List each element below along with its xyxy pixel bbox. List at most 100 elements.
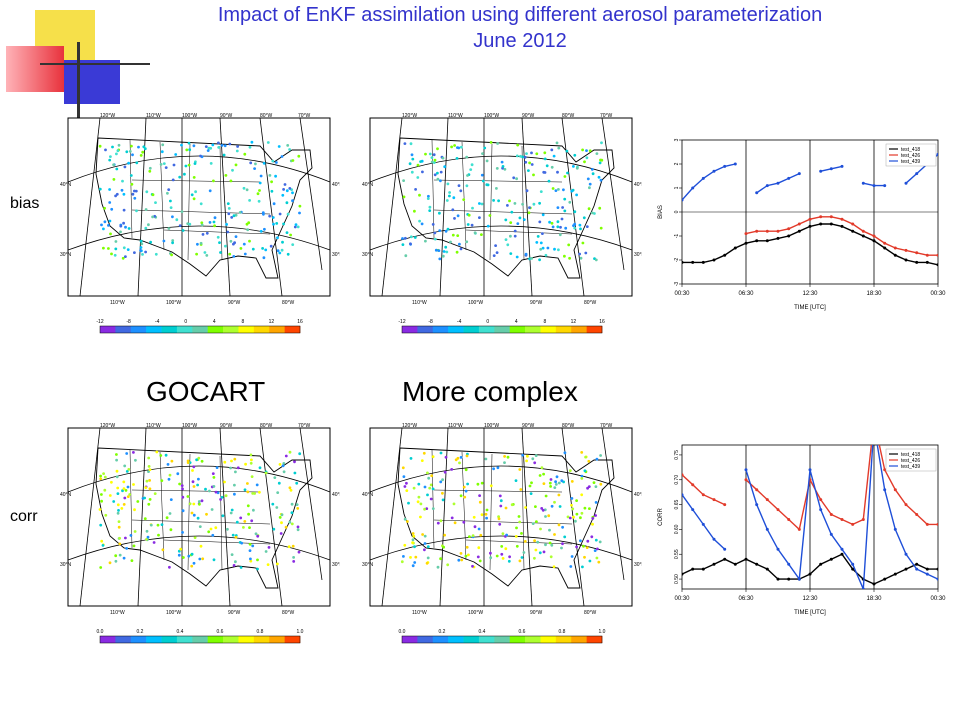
colorbar-cell: [161, 326, 178, 333]
station-dot: [587, 207, 591, 211]
station-dot: [568, 469, 572, 472]
title-line-1: Impact of EnKF assimilation using differ…: [217, 4, 823, 26]
station-dot: [436, 171, 439, 175]
station-dot: [542, 170, 546, 174]
station-dot: [133, 251, 136, 255]
colorbar-cell: [571, 636, 587, 643]
us-outline: [95, 447, 313, 589]
station-dot: [292, 556, 295, 559]
station-dot: [443, 470, 447, 474]
station-dot: [530, 163, 534, 166]
station-dot: [108, 158, 112, 162]
station-dot: [298, 211, 301, 215]
lon-label-bottom: 110°W: [412, 300, 427, 306]
station-dot: [459, 456, 463, 459]
station-dot: [489, 141, 493, 144]
deco-vertical-line: [77, 42, 80, 128]
station-dot: [199, 544, 203, 548]
station-dot: [118, 553, 122, 557]
station-dot: [102, 227, 105, 231]
station-dot: [108, 201, 112, 204]
station-dot: [553, 500, 556, 504]
station-dot: [243, 152, 247, 156]
station-dot: [555, 141, 559, 145]
station-dot: [451, 208, 455, 212]
station-dot: [276, 236, 279, 240]
colorbar-cell: [509, 326, 526, 333]
station-dot: [588, 149, 592, 153]
station-dot: [574, 519, 577, 523]
station-dot: [445, 199, 449, 202]
station-dot: [551, 225, 555, 229]
station-dot: [535, 241, 539, 244]
station-dot: [575, 512, 579, 516]
lon-label-top: 90°W: [220, 113, 233, 119]
station-dot: [497, 515, 500, 519]
station-dot: [117, 520, 121, 523]
station-dot: [233, 492, 236, 496]
station-dot: [127, 227, 131, 230]
station-dot: [248, 526, 251, 529]
lat-label-right: 30°N: [332, 252, 340, 258]
colorbar-cell: [253, 326, 270, 333]
station-dot: [290, 511, 294, 515]
station-dot: [450, 145, 453, 149]
station-dot: [526, 454, 529, 458]
station-dot: [419, 502, 423, 506]
station-dot: [116, 503, 120, 507]
column-label-gocart: GOCART: [146, 376, 266, 407]
station-dot: [116, 486, 120, 490]
lon-label-bottom: 100°W: [468, 610, 483, 616]
station-dot: [181, 487, 184, 491]
station-dot: [420, 222, 424, 226]
station-dot: [116, 149, 120, 153]
station-dot: [411, 538, 415, 542]
station-dot: [298, 204, 302, 208]
station-dot: [445, 250, 449, 254]
station-dot: [538, 551, 542, 555]
station-dot: [134, 458, 137, 462]
lon-label-top: 80°W: [260, 423, 273, 429]
station-dot: [558, 233, 562, 237]
station-dot: [570, 503, 573, 507]
station-dot: [276, 249, 280, 253]
station-dot: [439, 480, 443, 484]
station-dot: [411, 564, 415, 568]
station-dot: [216, 491, 220, 495]
station-dot: [500, 552, 504, 556]
state-line: [187, 453, 191, 571]
colorbar-tick-label: 16: [599, 319, 605, 325]
y-tick-label: -3: [674, 282, 680, 287]
colorbar-tick-label: 0: [184, 319, 187, 325]
station-dot: [469, 168, 473, 171]
station-dot: [524, 506, 527, 509]
station-dot: [539, 190, 543, 193]
data-point-test_439: [883, 184, 887, 188]
station-dot: [204, 487, 207, 491]
station-dot: [296, 525, 300, 529]
station-dot: [119, 224, 123, 228]
station-dot: [125, 547, 129, 550]
station-dot: [117, 143, 121, 147]
station-dot: [591, 517, 595, 520]
station-dot: [580, 474, 584, 478]
station-dot: [489, 484, 493, 488]
y-tick-label: 2: [674, 162, 680, 165]
station-dot: [247, 512, 251, 516]
station-dot: [227, 207, 231, 210]
station-dot: [129, 534, 133, 537]
station-dot: [118, 536, 121, 540]
station-dot: [272, 202, 276, 206]
station-dot: [208, 489, 211, 493]
station-dot: [484, 457, 488, 461]
station-dot: [506, 455, 510, 459]
station-dot: [480, 202, 484, 206]
station-dot: [145, 537, 148, 541]
station-dot: [594, 258, 598, 262]
station-dot: [119, 230, 122, 234]
station-dot: [181, 229, 185, 232]
station-dot: [521, 155, 524, 159]
station-dot: [599, 482, 603, 486]
station-dot: [129, 174, 133, 177]
station-dot: [137, 145, 140, 149]
